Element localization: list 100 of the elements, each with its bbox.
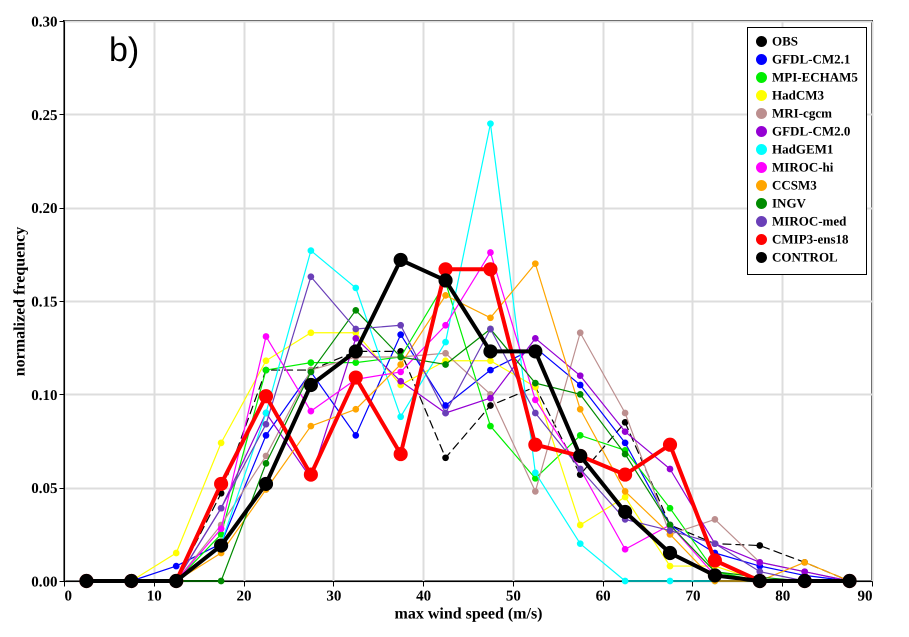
point [218, 578, 224, 584]
point [576, 382, 584, 388]
y-tick-label: 0.05 [31, 481, 58, 498]
point [708, 553, 722, 568]
point [214, 538, 228, 553]
x-tick-label: 20 [236, 588, 252, 604]
point [487, 120, 494, 128]
point [622, 440, 628, 446]
point [576, 432, 584, 439]
point [262, 333, 270, 340]
point [352, 432, 360, 439]
point [442, 454, 449, 462]
point [576, 540, 584, 548]
point [308, 408, 314, 414]
point [622, 428, 628, 436]
point [397, 368, 404, 376]
y-tick-label: 0.30 [31, 14, 58, 30]
point [442, 350, 449, 357]
point [218, 525, 224, 532]
point [528, 438, 542, 452]
point [397, 331, 404, 338]
point [532, 334, 539, 342]
point [532, 469, 539, 476]
legend-label: MIROC-hi [772, 160, 834, 174]
x-axis-title: max wind speed (m/s) [394, 606, 543, 622]
point [397, 413, 404, 420]
point [712, 516, 718, 523]
point [304, 468, 318, 482]
point [442, 292, 449, 299]
x-tick-label: 10 [146, 588, 162, 604]
point [618, 468, 632, 482]
x-tick-label: 50 [506, 588, 521, 604]
point [483, 262, 498, 276]
point [622, 410, 628, 416]
y-tick-label: 0.15 [31, 294, 58, 310]
point [622, 546, 628, 553]
point [487, 422, 494, 430]
point [662, 438, 678, 452]
x-tick-label: 0 [64, 588, 72, 604]
point [262, 460, 270, 467]
point [308, 329, 314, 336]
y-axis-title: normalized frequency [11, 226, 28, 376]
legend-label: OBS [772, 34, 798, 48]
point [622, 488, 628, 495]
point [304, 378, 318, 392]
point [756, 568, 764, 576]
x-tick-label: 40 [416, 588, 432, 604]
point [442, 338, 449, 346]
point [666, 466, 674, 472]
x-tick-label: 70 [685, 588, 700, 604]
legend-label: CCSM3 [772, 178, 818, 192]
point [622, 450, 628, 458]
y-tick-label: 0.00 [31, 574, 58, 590]
point [172, 562, 180, 570]
point [352, 306, 360, 314]
point [262, 432, 270, 439]
point [666, 562, 674, 570]
point [442, 402, 449, 409]
point [308, 247, 314, 254]
point [352, 406, 360, 413]
point [622, 418, 628, 426]
point [394, 447, 408, 462]
y-tick-label: 0.20 [31, 201, 58, 218]
legend-label: GFDL-CM2.1 [772, 52, 850, 66]
point [438, 273, 453, 288]
point [576, 372, 584, 380]
point [618, 504, 632, 519]
point [258, 389, 274, 404]
legend-label: CMIP3-ens18 [772, 232, 850, 246]
point [528, 344, 542, 358]
point [218, 440, 224, 446]
point [532, 410, 539, 416]
y-tick-label: 0.10 [31, 388, 58, 404]
point [666, 578, 674, 584]
point [487, 314, 494, 322]
point [262, 420, 270, 428]
legend-label: HadGEM1 [772, 142, 834, 156]
point [262, 357, 270, 364]
point [348, 370, 363, 385]
point [352, 284, 360, 292]
point [487, 249, 494, 256]
point [666, 504, 674, 512]
point [487, 402, 494, 409]
legend-label: INGV [772, 196, 807, 210]
point [352, 326, 360, 332]
y-tick-label: 0.25 [31, 108, 58, 124]
point [576, 406, 584, 413]
point [308, 273, 314, 280]
point [662, 546, 678, 560]
point [487, 394, 494, 402]
point [172, 550, 180, 556]
point [666, 527, 674, 534]
point [532, 396, 539, 404]
x-tick-label: 60 [596, 588, 611, 604]
point [622, 578, 628, 584]
point [214, 476, 228, 491]
point [308, 359, 314, 366]
annotation: b) [109, 31, 140, 69]
legend-label: HadCM3 [772, 88, 824, 102]
point [397, 378, 404, 385]
